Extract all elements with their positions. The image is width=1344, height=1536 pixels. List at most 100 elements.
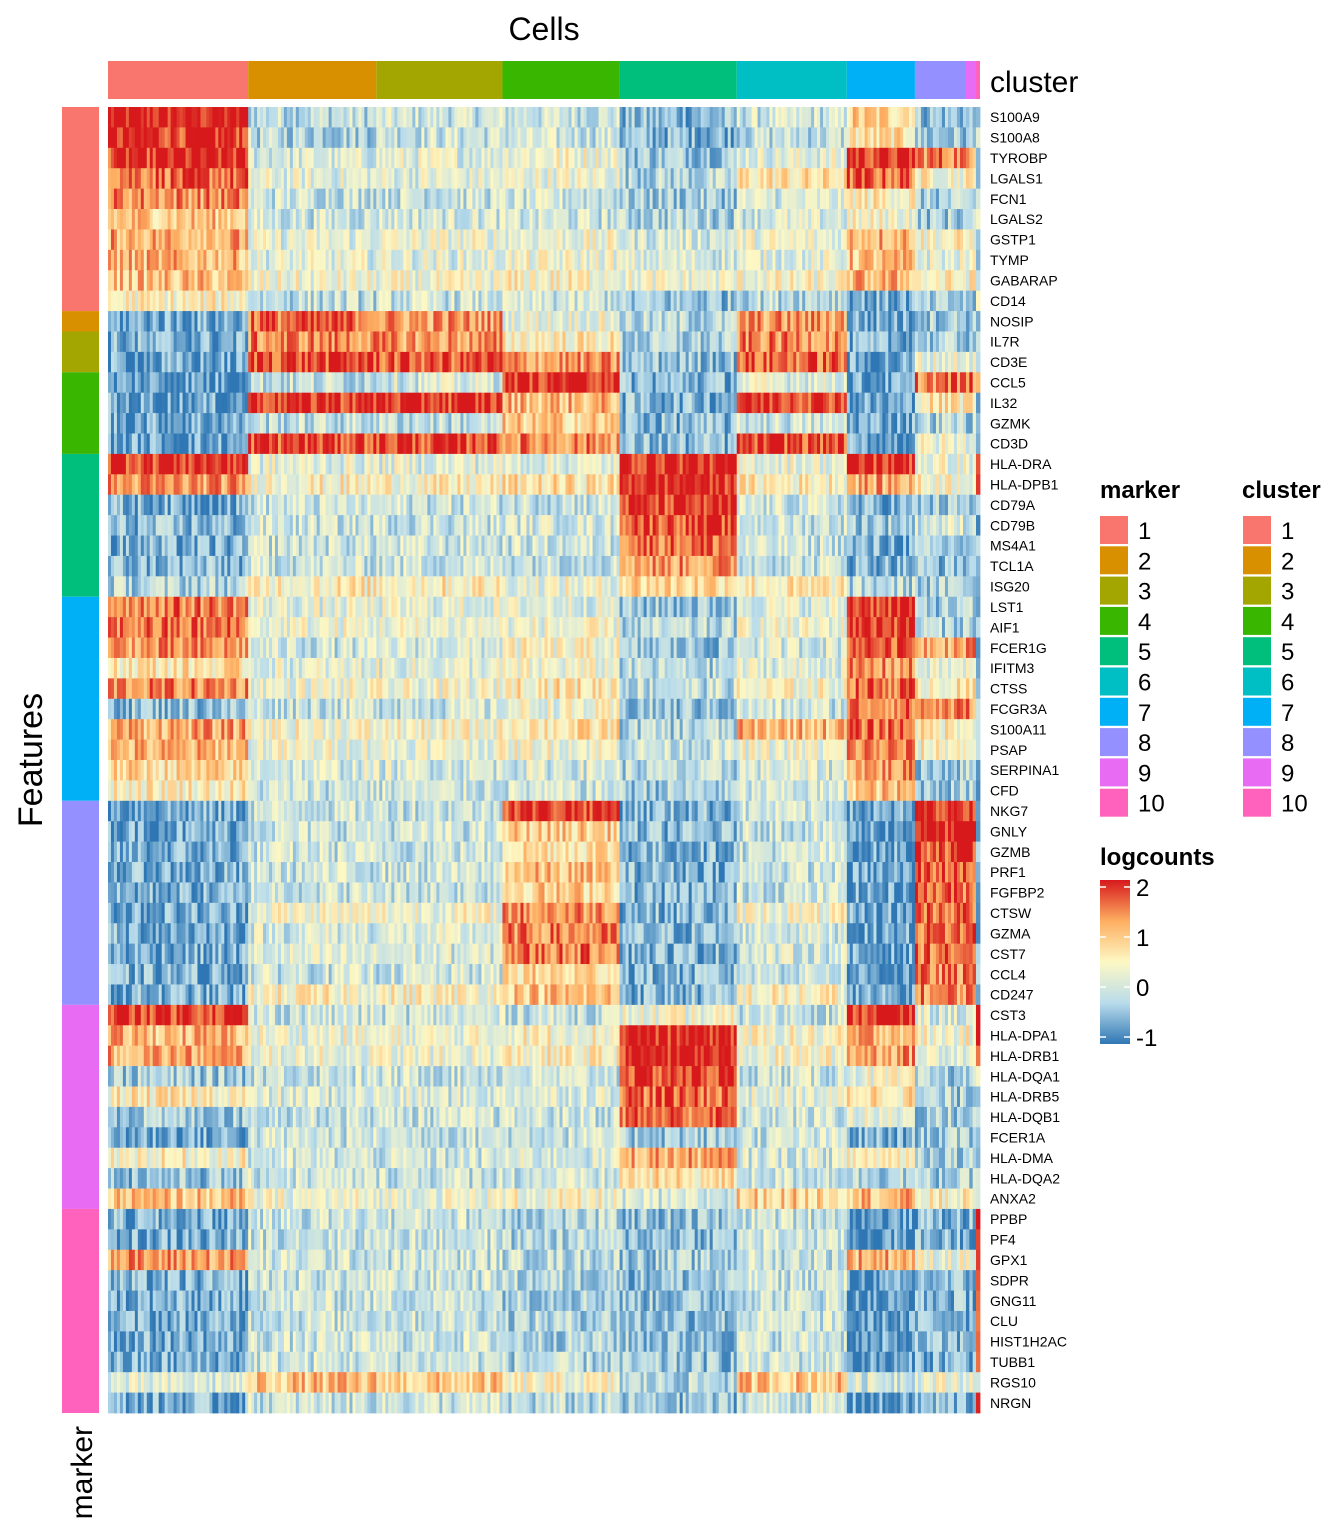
legend-label-6: 6 [1281, 670, 1294, 697]
feature-label: S100A9 [990, 109, 1040, 125]
heatmap-row-CD14 [108, 290, 981, 312]
heatmap-row-FCER1A [108, 1127, 981, 1149]
heatmap-row-HLA-DQA2 [108, 1168, 981, 1189]
legend-swatch-5 [1100, 637, 1128, 666]
legend-swatch-1 [1243, 516, 1271, 544]
heatmap-row-ANXA2 [108, 1188, 981, 1210]
feature-label: CD14 [990, 293, 1026, 309]
feature-label: ANXA2 [990, 1191, 1036, 1207]
legend-label-1: 1 [1138, 518, 1151, 545]
logcounts-tick-label: 0 [1136, 975, 1149, 1002]
marker-segment-5 [62, 453, 99, 597]
heatmap-row-TYROBP [108, 147, 981, 169]
feature-label: HLA-DQA2 [990, 1170, 1060, 1186]
feature-label: CD3E [990, 354, 1027, 370]
legend-swatch-10 [1243, 788, 1271, 817]
heatmap-row-FGFBP2 [108, 882, 981, 904]
feature-label: IL7R [990, 334, 1020, 350]
heatmap-row-AIF1 [108, 617, 981, 638]
logcounts-legend-title: logcounts [1100, 844, 1215, 871]
heatmap-row-HIST1H2AC [108, 1331, 981, 1353]
cluster-segment-8 [914, 61, 966, 99]
feature-label: GNG11 [990, 1293, 1037, 1309]
heatmap-row-CLU [108, 1310, 981, 1332]
heatmap-row-CCL4 [108, 964, 981, 985]
cluster-segment-4 [502, 61, 620, 99]
feature-label: NRGN [990, 1395, 1031, 1411]
marker-segment-8 [62, 800, 99, 1005]
heatmap-row-PPBP [108, 1208, 981, 1230]
feature-label: LGALS1 [990, 170, 1043, 186]
feature-label: HLA-DRB1 [990, 1048, 1059, 1064]
feature-label: GZMK [990, 415, 1031, 431]
heatmap-row-GZMK [108, 413, 981, 434]
legend-label-8: 8 [1138, 730, 1151, 757]
legend-label-8: 8 [1281, 730, 1294, 757]
feature-label: CTSW [990, 905, 1032, 921]
heatmap-row-LGALS2 [108, 209, 981, 230]
feature-label: FCN1 [990, 191, 1027, 207]
legend-label-1: 1 [1281, 518, 1294, 545]
legend-label-5: 5 [1138, 639, 1151, 666]
y-axis-label: Features [12, 693, 50, 827]
legend-swatch-8 [1100, 728, 1128, 757]
heatmap-row-LST1 [108, 596, 981, 618]
heatmap-row-HLA-DRB1 [108, 1045, 981, 1067]
heatmap-row-CD79A [108, 494, 981, 516]
heatmap-row-GZMB [108, 841, 981, 863]
heatmap-row-ISG20 [108, 576, 981, 598]
feature-label: CD3D [990, 436, 1028, 452]
heatmap-row-S100A11 [108, 719, 981, 740]
legend-label-4: 4 [1138, 609, 1151, 636]
feature-label: PPBP [990, 1211, 1027, 1227]
feature-label: SERPINA1 [990, 762, 1059, 778]
heatmap-row-TCL1A [108, 555, 981, 577]
chart-title: Cells [508, 11, 579, 47]
legend-swatch-1 [1100, 516, 1128, 544]
heatmap-row-GPX1 [108, 1249, 981, 1271]
legend-label-3: 3 [1138, 579, 1151, 606]
heatmap-row-S100A9 [108, 107, 981, 128]
legend-label-6: 6 [1138, 670, 1151, 697]
marker-annotation-label: marker [66, 1426, 99, 1519]
cluster-legend-title: cluster [1242, 477, 1321, 504]
legend-label-7: 7 [1281, 700, 1294, 727]
marker-annotation-bar [62, 107, 99, 1413]
feature-labels: S100A9 S100A8 TYROBP LGALS1 FCN1 LGALS2 GSTP1 T… [990, 109, 1067, 1411]
feature-label: CST7 [990, 946, 1026, 962]
cluster-segment-2 [248, 61, 377, 99]
legend-swatch-3 [1243, 576, 1271, 605]
heatmap-row-PF4 [108, 1229, 981, 1251]
cluster-segment-10 [975, 61, 980, 99]
marker-segment-2 [62, 311, 99, 332]
feature-label: S100A11 [990, 721, 1047, 737]
marker-segment-9 [62, 1004, 99, 1209]
heatmap-row-S100A8 [108, 127, 981, 149]
legend-label-4: 4 [1281, 609, 1294, 636]
cluster-segment-1 [108, 61, 249, 99]
feature-label: HLA-DRB5 [990, 1089, 1059, 1105]
heatmap-row-GSTP1 [108, 229, 981, 251]
heatmap-row-IL32 [108, 392, 981, 414]
heatmap-row-NOSIP [108, 311, 981, 332]
cluster-segment-6 [736, 61, 847, 99]
heatmap-row-FCER1G [108, 637, 981, 659]
feature-label: GNLY [990, 823, 1028, 839]
feature-label: TYMP [990, 252, 1029, 268]
feature-label: FCER1G [990, 640, 1047, 656]
legend-label-5: 5 [1281, 639, 1294, 666]
feature-label: PF4 [990, 1232, 1016, 1248]
marker-segment-3 [62, 331, 99, 373]
feature-label: CST3 [990, 1007, 1026, 1023]
heatmap-row-HLA-DPB1 [108, 474, 981, 496]
legend-label-7: 7 [1138, 700, 1151, 727]
legend-swatch-9 [1100, 758, 1128, 787]
feature-label: GABARAP [990, 272, 1058, 288]
feature-label: HLA-DPA1 [990, 1027, 1058, 1043]
feature-label: TCL1A [990, 558, 1034, 574]
legend-label-2: 2 [1138, 548, 1151, 575]
feature-label: RGS10 [990, 1374, 1036, 1390]
feature-label: LGALS2 [990, 211, 1043, 227]
heatmap-row-CD3E [108, 351, 981, 373]
legend-swatch-2 [1243, 546, 1271, 575]
